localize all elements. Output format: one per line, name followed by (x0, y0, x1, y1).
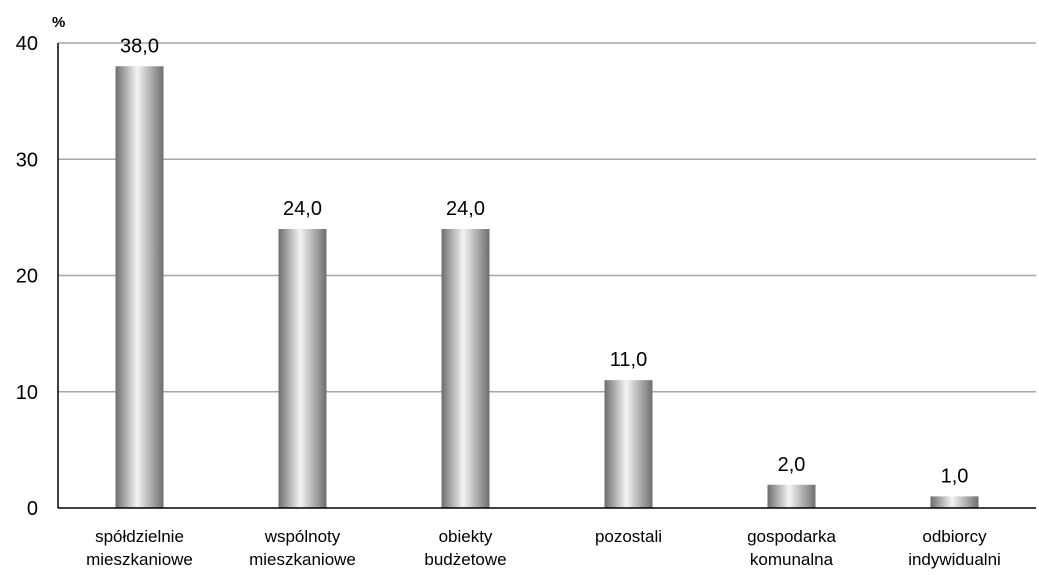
bar (768, 485, 816, 508)
data-label: 11,0 (610, 349, 647, 371)
bars (116, 66, 979, 508)
data-label: 38,0 (120, 35, 159, 57)
data-label: 2,0 (778, 454, 806, 476)
bar (442, 229, 490, 508)
x-tick-label: odbiorcy (922, 527, 987, 546)
x-tick-label: budżetowe (424, 550, 506, 569)
data-label: 24,0 (283, 198, 322, 220)
x-tick-label: pozostali (595, 527, 662, 546)
data-label: 24,0 (446, 198, 485, 220)
labels: 0 10 20 30 40 38,0 spółdzielnie mieszkaniowe 24,… (16, 33, 1001, 569)
bar (931, 496, 979, 508)
bar (279, 229, 327, 508)
y-unit-label: % (52, 14, 65, 31)
x-tick-label: mieszkaniowe (86, 550, 193, 569)
x-tick-label: mieszkaniowe (249, 550, 356, 569)
bar (605, 380, 653, 508)
x-tick-label: komunalna (750, 550, 834, 569)
y-tick-label: 40 (16, 33, 38, 55)
data-label: 1,0 (941, 465, 969, 487)
x-tick-label: gospodarka (747, 527, 836, 546)
y-tick-label: 30 (16, 149, 38, 171)
y-tick-label: 0 (27, 498, 38, 520)
x-tick-label: wspólnoty (264, 527, 341, 546)
x-tick-label: indywidualni (908, 550, 1001, 569)
y-tick-label: 10 (16, 382, 38, 404)
bar (116, 66, 164, 508)
gridlines (58, 43, 1036, 392)
y-tick-label: 20 (16, 266, 38, 288)
x-tick-label: obiekty (439, 527, 493, 546)
x-tick-label: spółdzielnie (95, 527, 184, 546)
